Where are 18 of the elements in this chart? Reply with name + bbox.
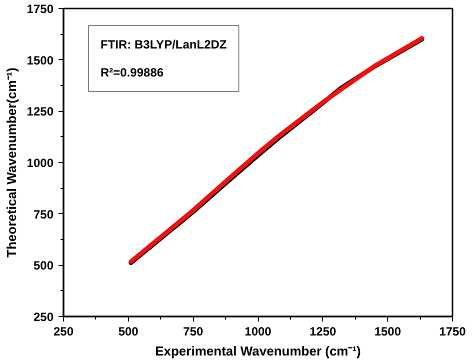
annotation: FTIR: B3LYP/LanL2DZ <box>100 38 227 52</box>
x-tick-label: 1250 <box>309 324 337 338</box>
y-tick-label: 250 <box>33 310 54 324</box>
y-tick-label: 750 <box>33 207 54 222</box>
y-tick-label: 500 <box>33 258 54 273</box>
x-tick-label: 500 <box>118 324 139 338</box>
x-axis-title: Experimental Wavenumber (cm⁻¹) <box>155 344 361 358</box>
x-tick-label: 1000 <box>244 324 272 338</box>
x-tick-label: 1500 <box>374 324 402 338</box>
annotation: R²=0.99886 <box>100 66 164 80</box>
x-tick-label: 1750 <box>439 324 466 338</box>
y-tick-label: 1000 <box>26 156 54 170</box>
y-tick-label: 1500 <box>26 53 54 68</box>
y-tick-label: 1750 <box>26 2 54 16</box>
x-tick-label: 750 <box>183 324 204 338</box>
y-axis-title: Theoretical Wavenumber(cm⁻¹) <box>4 68 19 258</box>
y-tick-label: 1250 <box>26 104 54 119</box>
x-tick-label: 250 <box>53 324 74 338</box>
